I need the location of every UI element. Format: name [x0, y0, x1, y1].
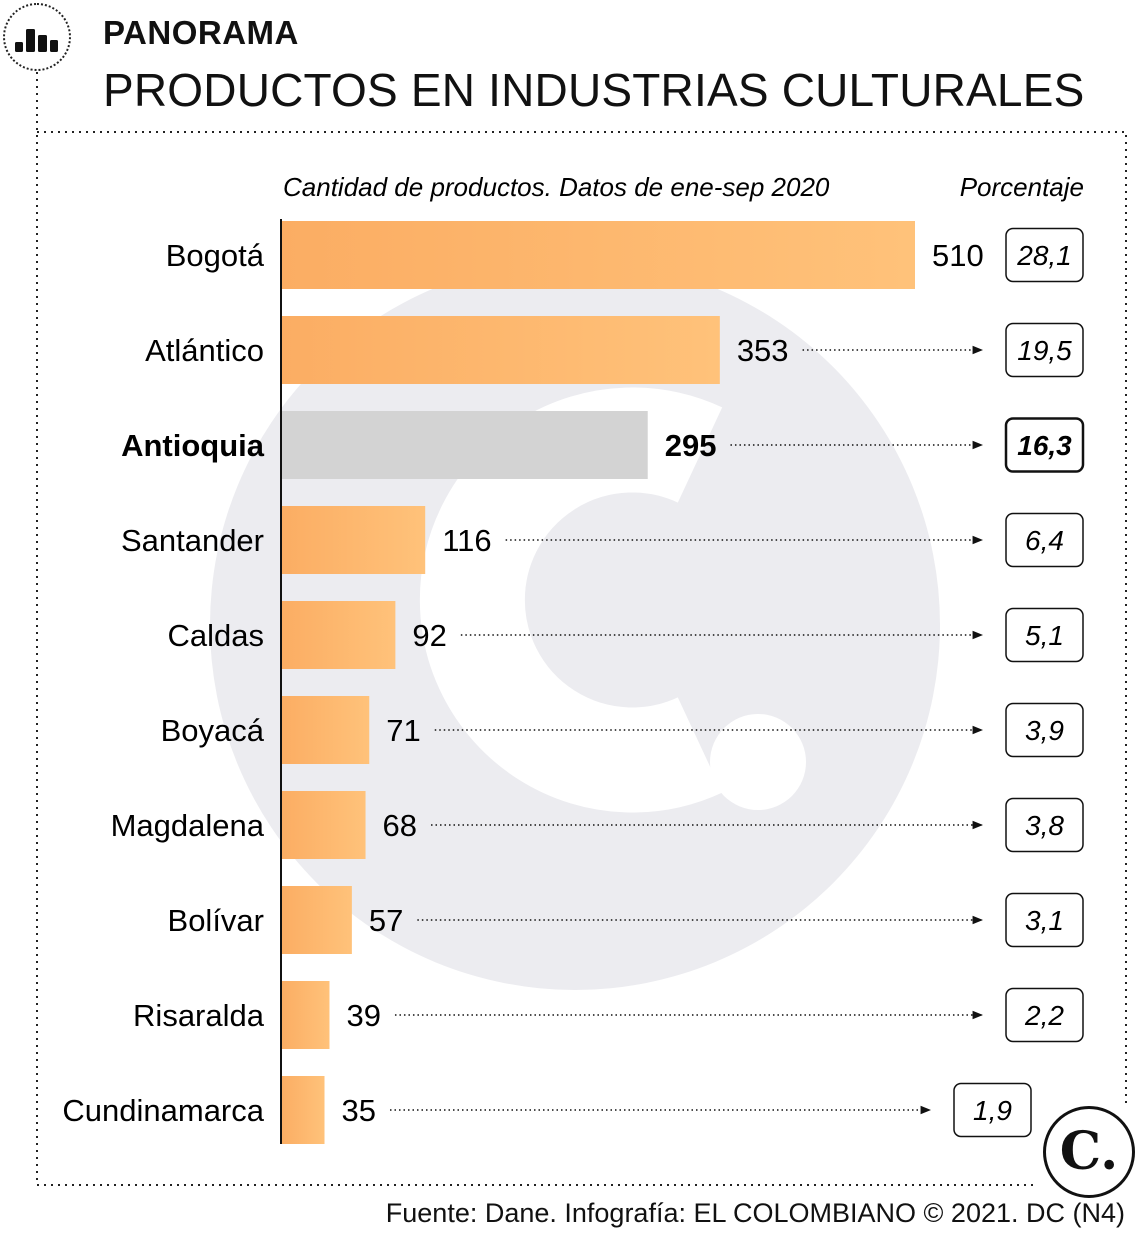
percent-label-7: 3,1 — [1025, 905, 1064, 936]
percent-box-2 — [1004, 417, 1085, 473]
bar-1 — [281, 316, 720, 384]
percent-box-8 — [1005, 987, 1084, 1043]
value-label-5: 71 — [386, 713, 420, 748]
percent-box-3 — [1005, 512, 1084, 568]
value-label-3: 116 — [442, 523, 491, 558]
percent-label-0: 28,1 — [1016, 240, 1072, 271]
value-label-4: 92 — [412, 618, 446, 653]
category-label-4: Caldas — [168, 618, 265, 653]
bar-7 — [281, 886, 352, 954]
percent-box-6 — [1005, 797, 1084, 853]
el-colombiano-logo: C. — [1043, 1106, 1135, 1198]
category-label-9: Cundinamarca — [62, 1093, 264, 1128]
bar-3 — [281, 506, 426, 574]
bar-chart-icon — [3, 3, 71, 71]
percent-label-4: 5,1 — [1025, 620, 1064, 651]
percent-label-6: 3,8 — [1025, 810, 1064, 841]
source-note: Fuente: Dane. Infografía: EL COLOMBIANO … — [385, 1198, 1125, 1228]
section-kicker: PANORAMA — [103, 14, 299, 51]
percent-box-9 — [953, 1082, 1032, 1138]
percent-label-1: 19,5 — [1017, 335, 1072, 366]
percent-box-4 — [1005, 607, 1084, 663]
value-label-8: 39 — [346, 998, 380, 1033]
percent-box-1 — [1005, 322, 1084, 378]
percent-label-2: 16,3 — [1017, 430, 1072, 461]
value-label-0: 510 — [932, 238, 984, 273]
percent-box-7 — [1005, 892, 1084, 948]
bar-2 — [281, 411, 648, 479]
percent-label-3: 6,4 — [1025, 525, 1064, 556]
percent-label-9: 1,9 — [973, 1095, 1012, 1126]
bar-4 — [281, 601, 396, 669]
bar-5 — [281, 696, 370, 764]
value-label-7: 57 — [369, 903, 403, 938]
category-label-1: Atlántico — [145, 333, 264, 368]
value-label-2: 295 — [665, 428, 717, 463]
bar-9 — [281, 1076, 325, 1144]
percent-box-0 — [1005, 227, 1084, 283]
chart-subtitle: Cantidad de productos. Datos de ene-sep … — [283, 172, 830, 202]
percent-label-8: 2,2 — [1024, 1000, 1064, 1031]
bar-8 — [281, 981, 330, 1049]
percent-box-5 — [1005, 702, 1084, 758]
category-label-8: Risaralda — [133, 998, 265, 1033]
bar-6 — [281, 791, 366, 859]
category-label-5: Boyacá — [161, 713, 265, 748]
category-label-3: Santander — [121, 523, 264, 558]
category-label-6: Magdalena — [111, 808, 265, 843]
value-label-9: 35 — [342, 1093, 376, 1128]
percent-label-5: 3,9 — [1025, 715, 1064, 746]
value-label-1: 353 — [737, 333, 789, 368]
page-title: PRODUCTOS EN INDUSTRIAS CULTURALES — [103, 64, 1085, 116]
category-label-0: Bogotá — [166, 238, 265, 273]
percent-header: Porcentaje — [960, 172, 1084, 202]
category-label-7: Bolívar — [168, 903, 264, 938]
category-label-2: Antioquia — [121, 428, 265, 463]
bar-0 — [281, 221, 915, 289]
value-label-6: 68 — [383, 808, 417, 843]
